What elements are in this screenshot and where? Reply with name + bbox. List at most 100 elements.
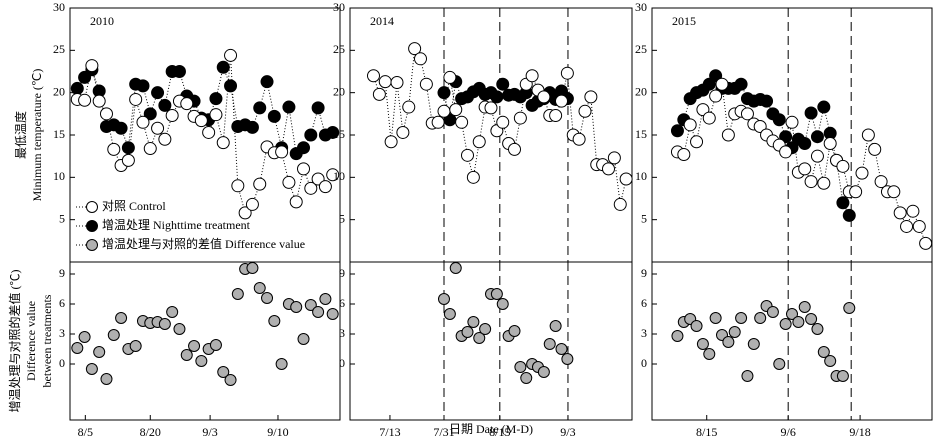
legend-label: 增温处理 Nighttime treatment: [102, 218, 251, 232]
y-tick-label: 15: [333, 127, 345, 141]
data-point: [561, 353, 574, 365]
data-point: [496, 77, 510, 91]
data-point: [443, 70, 457, 84]
data-point: [555, 94, 568, 108]
data-point: [817, 100, 831, 114]
data-point: [402, 100, 416, 114]
data-point: [449, 262, 462, 274]
data-point: [268, 315, 281, 327]
data-point: [514, 361, 527, 373]
y-tick-label: 9: [641, 266, 647, 280]
data-point: [202, 125, 216, 139]
data-point: [129, 92, 143, 106]
data-point: [709, 89, 723, 103]
data-point: [721, 128, 735, 142]
y-tick-label: 5: [641, 211, 647, 225]
x-tick-label: 9/18: [849, 425, 870, 439]
data-point: [245, 120, 259, 134]
data-point: [455, 115, 469, 129]
y-tick-label: 30: [635, 0, 647, 14]
legend-marker: [86, 239, 98, 251]
y-tick-label: 10: [53, 169, 65, 183]
y-tick-label: 15: [635, 127, 647, 141]
data-point: [508, 325, 521, 337]
data-point: [868, 142, 882, 156]
x-tick-label: 9/10: [267, 425, 288, 439]
data-point: [209, 108, 223, 122]
data-point: [326, 308, 339, 320]
data-point: [224, 79, 238, 93]
panel-year: 2015: [672, 14, 696, 28]
data-point: [607, 151, 621, 165]
x-tick-label: 9/6: [781, 425, 796, 439]
y-tick-label: 5: [339, 211, 345, 225]
data-point: [817, 176, 831, 190]
data-point: [549, 320, 562, 332]
data-point: [419, 77, 433, 91]
y-tick-label: 5: [59, 211, 65, 225]
y-axis-label: 最低温度: [13, 111, 28, 159]
data-point: [304, 181, 318, 195]
data-point: [479, 323, 492, 335]
data-point: [217, 366, 230, 378]
data-point: [319, 293, 332, 305]
data-point: [702, 111, 716, 125]
data-point: [773, 358, 786, 370]
y-tick-label: 20: [635, 84, 647, 98]
data-point: [92, 94, 106, 108]
data-point: [312, 306, 325, 318]
y-tick-label: 30: [53, 0, 65, 14]
plot-frame: [349, 261, 633, 421]
y-tick-label: 30: [333, 0, 345, 14]
data-point: [209, 92, 223, 106]
data-point: [804, 175, 818, 189]
data-point: [703, 348, 716, 360]
data-point: [496, 298, 509, 310]
y-tick-label: 0: [641, 356, 647, 370]
data-point: [367, 69, 380, 83]
data-point: [741, 370, 754, 382]
y-axis-label: Minimum temperature (℃): [30, 69, 44, 202]
data-point: [792, 316, 805, 328]
data-point: [824, 355, 837, 367]
y-axis-label: 增温处理与对照的差值 (℃): [7, 270, 22, 413]
y-tick-label: 10: [635, 169, 647, 183]
data-point: [810, 130, 824, 144]
data-point: [671, 330, 684, 342]
data-point: [151, 86, 165, 100]
x-axis-label: 日期 Date (M-D): [449, 422, 533, 436]
data-point: [136, 115, 150, 129]
data-point: [172, 65, 186, 78]
x-tick-label: 9/3: [202, 425, 217, 439]
data-point: [188, 340, 201, 352]
data-point: [275, 145, 289, 159]
data-point: [326, 168, 340, 182]
data-point: [121, 153, 135, 167]
x-tick-label: 8/15: [489, 425, 510, 439]
data-point: [754, 312, 767, 324]
legend-marker: [86, 201, 98, 213]
data-point: [811, 323, 824, 335]
data-point: [158, 318, 171, 330]
data-point: [555, 343, 568, 355]
data-point: [136, 79, 150, 93]
data-point: [472, 135, 486, 149]
data-point: [760, 94, 774, 108]
data-point: [165, 109, 179, 123]
data-point: [438, 293, 450, 305]
data-point: [513, 111, 527, 125]
data-point: [855, 166, 869, 180]
data-point: [842, 208, 856, 222]
plot-frame: [69, 261, 341, 421]
y-tick-label: 0: [59, 356, 65, 370]
data-point: [78, 331, 91, 343]
data-point: [874, 175, 888, 189]
data-point: [690, 320, 703, 332]
y-tick-label: 10: [333, 169, 345, 183]
legend-label: 对照 Control: [102, 199, 166, 213]
data-point: [304, 299, 317, 311]
data-point: [836, 159, 850, 173]
plot-frame: [349, 7, 633, 263]
data-point: [245, 197, 259, 211]
